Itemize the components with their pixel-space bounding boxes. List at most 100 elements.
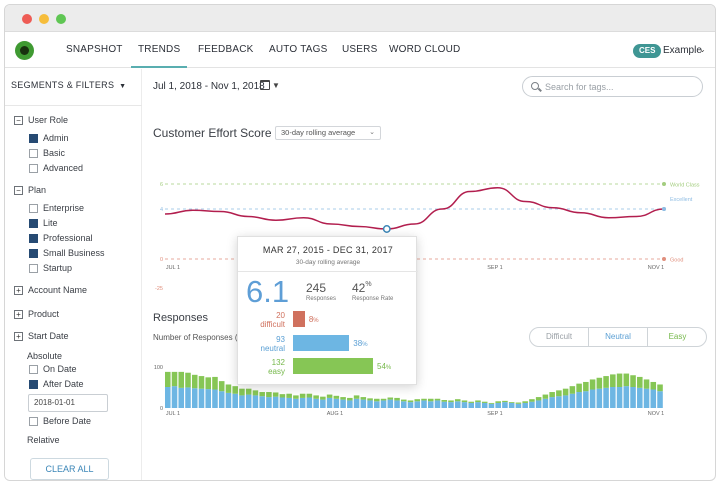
pct-unit: %: [362, 342, 368, 348]
easy-bar: [272, 392, 279, 397]
caret-down-icon: ▼: [119, 83, 127, 90]
checkbox-label: Admin: [43, 133, 69, 143]
tab-easy[interactable]: Easy: [668, 332, 687, 341]
expand-icon[interactable]: +: [14, 332, 23, 341]
caret-down-icon[interactable]: ▼: [272, 81, 280, 90]
collapse-icon[interactable]: −: [14, 116, 23, 125]
checkbox-icon[interactable]: [29, 380, 38, 389]
checkbox-icon[interactable]: [29, 365, 38, 374]
checkbox-label: Professional: [43, 233, 93, 243]
highlighted-point[interactable]: [382, 225, 391, 233]
clear-all-button[interactable]: CLEAR ALL: [30, 458, 109, 480]
reference-dot: [662, 257, 666, 261]
checkbox-label: Basic: [43, 148, 66, 158]
tooltip-easy-bar: [293, 358, 373, 374]
app-logo-icon[interactable]: [15, 41, 34, 60]
neutral-bar: [394, 400, 400, 408]
checkbox-icon[interactable]: [29, 417, 38, 426]
close-window-button[interactable]: [22, 14, 32, 24]
neutral-bar: [279, 397, 286, 408]
checkbox-icon[interactable]: [29, 234, 38, 243]
tab-difficult[interactable]: Difficult: [530, 328, 589, 346]
neutral-bar: [198, 388, 205, 408]
search-icon: [531, 82, 539, 90]
ces-badge[interactable]: CES: [633, 44, 662, 58]
easy-bar: [232, 386, 238, 394]
y-tick-label: -25: [155, 286, 163, 292]
relative-label: Relative: [27, 435, 60, 445]
easy-bar: [313, 395, 319, 399]
filter-start-date-label: Start Date: [28, 331, 69, 341]
nav-feedback[interactable]: FEEDBACK: [198, 44, 254, 55]
easy-bar: [643, 379, 650, 389]
easy-bar: [394, 397, 400, 401]
absolute-label: Absolute: [27, 351, 63, 361]
easy-bar: [623, 373, 630, 387]
easy-bar: [218, 381, 225, 392]
neutral-bar: [596, 388, 603, 408]
checkbox-icon[interactable]: [29, 264, 38, 273]
collapse-icon[interactable]: −: [14, 186, 23, 195]
neutral-bar: [643, 388, 650, 408]
chart-tooltip: MAR 27, 2015 - DEC 31, 2017 30-day rolli…: [237, 236, 418, 385]
easy-bar: [421, 398, 427, 401]
account-switcher[interactable]: Example: [663, 45, 702, 56]
easy-bar: [165, 371, 171, 387]
neutral-bar: [205, 389, 212, 408]
filter-plan-label: Plan: [28, 185, 47, 195]
tooltip-responses-label: Responses: [306, 296, 337, 302]
easy-bar: [657, 384, 663, 392]
tooltip-difficult-pct: 8%: [309, 315, 319, 324]
neutral-bar: [421, 400, 427, 408]
reference-dot: [662, 182, 666, 186]
checkbox-label: Advanced: [43, 163, 84, 173]
tooltip-response-rate: 42%: [352, 281, 372, 295]
easy-bar: [650, 381, 657, 390]
easy-bar: [401, 399, 407, 402]
neutral-bar: [522, 402, 528, 408]
expand-icon[interactable]: +: [14, 310, 23, 319]
neutral-bar: [360, 399, 367, 408]
neutral-bar: [171, 386, 178, 408]
minimize-window-button[interactable]: [39, 14, 49, 24]
tab-neutral[interactable]: Neutral: [589, 328, 648, 346]
rolling-average-select[interactable]: 30-day rolling average ⌄: [275, 126, 381, 140]
nav-auto-tags[interactable]: AUTO TAGS: [269, 44, 328, 55]
nav-word-cloud[interactable]: WORD CLOUD: [389, 44, 461, 55]
segments-filters-header[interactable]: SEGMENTS & FILTERS ▼: [11, 80, 126, 90]
checkbox-icon[interactable]: [29, 164, 38, 173]
checkbox-icon[interactable]: [29, 149, 38, 158]
expand-icon[interactable]: +: [14, 286, 23, 295]
chevron-down-icon[interactable]: ⌄: [699, 45, 706, 54]
checkbox-icon[interactable]: [29, 219, 38, 228]
tooltip-subtitle: 30-day rolling average: [295, 259, 361, 266]
search-input[interactable]: [545, 80, 695, 94]
nav-snapshot[interactable]: SNAPSHOT: [66, 44, 123, 55]
maximize-window-button[interactable]: [56, 14, 66, 24]
y-tick-label: 0: [160, 257, 163, 263]
neutral-bar: [259, 396, 265, 408]
nav-trends[interactable]: TRENDS: [130, 44, 188, 68]
date-range-picker[interactable]: Jul 1, 2018 - Nov 1, 2018: [153, 81, 265, 92]
easy-bar: [387, 397, 394, 400]
nav-users[interactable]: USERS: [342, 44, 378, 55]
checkbox-icon[interactable]: [29, 249, 38, 258]
neutral-bar: [401, 401, 407, 408]
checkbox-icon[interactable]: [29, 204, 38, 213]
neutral-bar: [542, 398, 549, 408]
easy-bar: [252, 390, 259, 396]
tooltip-date-range: MAR 27, 2015 - DEC 31, 2017: [262, 245, 394, 255]
tag-search[interactable]: [522, 76, 703, 97]
neutral-bar: [589, 389, 596, 408]
easy-bar: [198, 376, 205, 389]
checkbox-icon[interactable]: [29, 134, 38, 143]
filter-account-name-label: Account Name: [28, 285, 88, 295]
x-tick-label: NOV 1: [648, 265, 665, 271]
rolling-average-value: 30-day rolling average: [281, 128, 356, 137]
after-date-input[interactable]: 2018-01-01: [28, 394, 108, 412]
easy-bar: [583, 381, 589, 392]
tooltip-rate-value: 42: [352, 281, 366, 295]
calendar-icon[interactable]: [260, 80, 270, 90]
neutral-bar: [252, 395, 259, 408]
responses-title: Responses: [153, 312, 209, 324]
